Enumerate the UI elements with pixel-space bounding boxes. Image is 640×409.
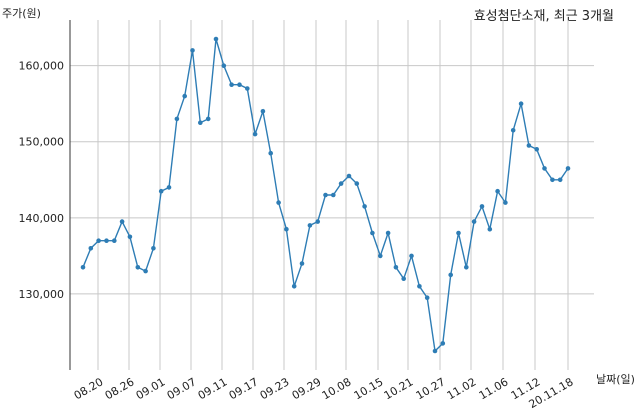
y-tick-label: 150,000 — [19, 136, 65, 149]
data-point — [166, 185, 172, 190]
x-axis-label: 날짜(일) — [596, 373, 635, 386]
data-point — [346, 173, 352, 179]
data-point — [299, 261, 305, 266]
data-point — [487, 226, 493, 232]
data-point — [479, 204, 485, 209]
data-point — [198, 120, 203, 125]
data-point — [338, 181, 344, 186]
y-tick-label: 160,000 — [19, 60, 65, 73]
x-tick-label: 10.15 — [352, 375, 386, 402]
data-point — [260, 109, 266, 114]
x-tick-label: 11.06 — [477, 375, 511, 402]
data-point — [291, 284, 297, 289]
data-point — [440, 341, 446, 346]
data-point — [190, 48, 195, 53]
data-point — [135, 265, 141, 270]
chart-title: 효성첨단소재, 최근 3개월 — [473, 9, 614, 24]
data-point — [245, 86, 250, 91]
data-point — [174, 116, 180, 122]
x-tick-label: 08.26 — [103, 375, 137, 402]
data-point — [432, 348, 438, 354]
data-point — [378, 253, 383, 259]
x-tick-label: 10.27 — [414, 375, 448, 402]
data-point — [557, 177, 563, 183]
data-point — [276, 200, 281, 205]
data-point — [526, 143, 532, 148]
x-tick-label: 08.20 — [72, 375, 106, 402]
data-point — [401, 276, 407, 282]
data-point — [104, 238, 109, 243]
data-point — [237, 82, 242, 87]
data-point — [88, 246, 94, 251]
x-tick-label: 11.02 — [445, 375, 479, 402]
data-point — [221, 63, 227, 68]
data-point — [464, 265, 469, 270]
y-tick-label: 140,000 — [19, 212, 65, 225]
y-axis-label: 주가(원) — [2, 7, 41, 20]
data-point — [315, 219, 321, 224]
data-point — [112, 238, 117, 243]
data-point — [448, 272, 454, 278]
data-point — [307, 223, 313, 228]
x-tick-label: 09.29 — [290, 375, 324, 402]
x-tick-label: 09.17 — [227, 375, 261, 402]
data-point — [362, 204, 367, 209]
x-tick-label: 09.23 — [258, 375, 292, 402]
data-point — [393, 265, 399, 270]
data-point — [96, 238, 101, 243]
data-point — [158, 188, 164, 194]
data-point — [323, 192, 328, 198]
data-point — [119, 219, 125, 224]
data-point — [534, 147, 539, 152]
data-point — [503, 200, 508, 205]
data-point — [213, 36, 219, 42]
data-point — [495, 188, 500, 194]
data-point — [565, 166, 571, 171]
data-point — [542, 166, 547, 171]
data-point — [284, 226, 289, 232]
data-point — [80, 265, 86, 270]
data-point — [331, 192, 336, 198]
x-tick-label: 09.11 — [196, 375, 230, 402]
data-point — [409, 253, 414, 259]
data-point — [182, 93, 187, 99]
data-point — [456, 230, 461, 236]
y-tick-label: 130,000 — [19, 288, 65, 301]
x-tick-label: 10.21 — [382, 375, 416, 402]
data-point — [518, 101, 524, 106]
data-point — [471, 219, 477, 224]
data-point — [229, 82, 234, 87]
data-point — [143, 268, 148, 274]
data-point — [550, 177, 555, 183]
data-point — [417, 284, 422, 289]
data-point — [252, 131, 258, 137]
data-point — [127, 234, 133, 240]
x-tick-label: 10.08 — [320, 375, 354, 402]
x-tick-label: 09.01 — [134, 375, 168, 402]
data-point — [268, 150, 274, 156]
x-tick-label: 09.07 — [165, 375, 199, 402]
data-point — [205, 116, 211, 122]
data-point — [151, 246, 156, 251]
data-point — [354, 181, 360, 186]
data-point — [385, 230, 391, 236]
data-point — [424, 295, 430, 301]
data-point — [370, 230, 375, 236]
data-point — [510, 128, 516, 133]
